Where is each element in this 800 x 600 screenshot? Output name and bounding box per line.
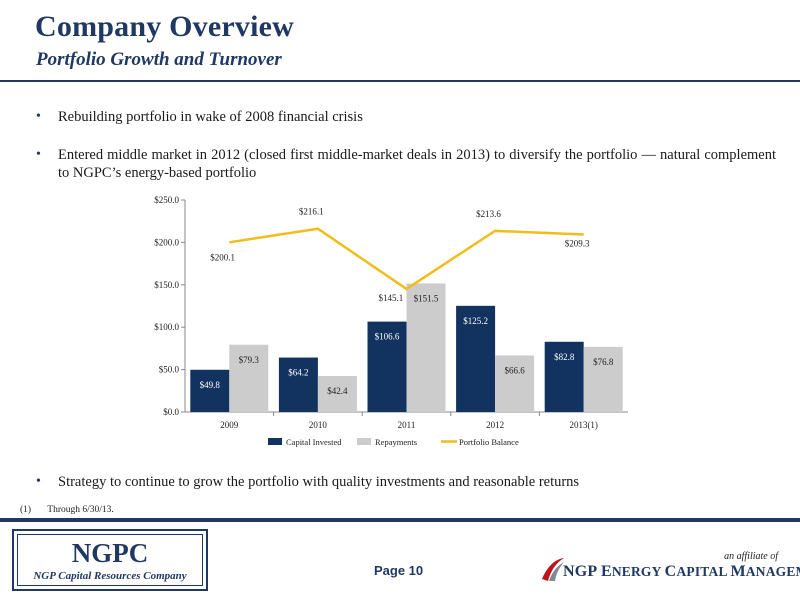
- bullet-item-2: • Entered middle market in 2012 (closed …: [36, 146, 776, 182]
- data-label-capital-invested-2012: $125.2: [463, 316, 488, 326]
- footer-divider: [0, 518, 800, 522]
- management-rest: ANAGEMENT: [745, 564, 800, 579]
- bullet-text: Strategy to continue to grow the portfol…: [58, 474, 580, 490]
- y-tick-label: $150.0: [154, 280, 179, 290]
- capital-rest: APITAL: [676, 564, 727, 579]
- header-divider: [0, 80, 800, 82]
- bar-repayments-2013(1): [583, 346, 623, 412]
- ngp-company-name: NGP ENERGY CAPITAL MANAGEMENT: [563, 563, 800, 581]
- footnote-marker: (1): [20, 505, 32, 515]
- ngp-word: NGP: [563, 563, 598, 580]
- bullet-icon: •: [36, 109, 41, 124]
- bullet-text: Rebuilding portfolio in wake of 2008 fin…: [58, 109, 363, 125]
- bullet-icon: •: [36, 474, 41, 489]
- y-tick-label: $50.0: [159, 365, 180, 375]
- data-label-repayments-2012: $66.6: [504, 366, 525, 376]
- data-label-capital-invested-2011: $106.6: [375, 332, 400, 342]
- data-label-repayments-2009: $79.3: [239, 355, 260, 365]
- bar-capital-invested-2013(1): [544, 341, 584, 412]
- bar-capital-invested-2012: [456, 305, 496, 412]
- bar-repayments-2012: [495, 355, 535, 412]
- affiliate-label: an affiliate of: [724, 551, 778, 562]
- page-subtitle: Portfolio Growth and Turnover: [36, 49, 282, 70]
- page-title: Company Overview: [35, 10, 295, 43]
- bar-capital-invested-2010: [278, 357, 318, 412]
- data-label-capital-invested-2010: $64.2: [288, 368, 308, 378]
- ngpc-logo: NGPC NGP Capital Resources Company: [12, 529, 208, 591]
- legend-label-capital-invested: Capital Invested: [286, 437, 342, 447]
- x-tick-label-2012: 2012: [486, 420, 504, 430]
- data-label-portfolio-balance-2010: $216.1: [299, 207, 324, 217]
- footnote-text: Through 6/30/13.: [47, 505, 114, 515]
- legend-swatch-capital-invested: [268, 438, 282, 445]
- x-tick-label-2013(1): 2013(1): [569, 420, 598, 430]
- data-label-portfolio-balance-2013(1): $209.3: [565, 239, 590, 249]
- data-label-repayments-2011: $151.5: [414, 294, 439, 304]
- portfolio-chart: $0.0 $50.0 $100.0 $150.0 $200.0 $250.0 $49.8 $7…: [154, 195, 628, 447]
- y-tick-label: $100.0: [154, 322, 179, 332]
- ngpc-logo-subtitle: NGP Capital Resources Company: [33, 570, 187, 582]
- bullet-icon: •: [36, 147, 41, 162]
- bullet-text: Entered middle market in 2012 (closed fi…: [58, 147, 776, 181]
- data-label-repayments-2013(1): $76.8: [593, 357, 614, 367]
- data-label-capital-invested-2009: $49.8: [200, 380, 221, 390]
- data-label-portfolio-balance-2009: $200.1: [210, 252, 235, 262]
- y-tick-label: $0.0: [163, 407, 179, 417]
- data-label-capital-invested-2013(1): $82.8: [554, 352, 575, 362]
- energy-initial: E: [600, 563, 612, 580]
- data-label-repayments-2010: $42.4: [327, 386, 348, 396]
- ngpc-logo-frame: NGPC NGP Capital Resources Company: [17, 534, 203, 586]
- bar-repayments-2011: [406, 283, 446, 412]
- capital-initial: C: [664, 563, 677, 580]
- x-tick-label-2010: 2010: [309, 420, 328, 430]
- ngpc-logo-text: NGPC: [71, 538, 149, 568]
- footnote: (1) Through 6/30/13.: [20, 505, 114, 515]
- bar-repayments-2010: [317, 376, 357, 412]
- x-tick-label-2009: 2009: [220, 420, 239, 430]
- ngp-swoosh-icon: [542, 558, 564, 581]
- y-tick-label: $200.0: [154, 237, 179, 247]
- energy-rest: NERGY: [611, 564, 662, 579]
- page-number: Page 10: [374, 563, 424, 578]
- bar-capital-invested-2009: [190, 369, 230, 412]
- y-tick-label: $250.0: [154, 195, 179, 205]
- x-tick-label-2011: 2011: [398, 420, 416, 430]
- legend-label-portfolio-balance: Portfolio Balance: [459, 437, 519, 447]
- bullet-item-1: • Rebuilding portfolio in wake of 2008 f…: [36, 108, 776, 126]
- legend-label-repayments: Repayments: [375, 437, 417, 447]
- bar-capital-invested-2011: [367, 321, 407, 412]
- bullet-item-3: • Strategy to continue to grow the portf…: [36, 473, 776, 491]
- bar-repayments-2009: [229, 344, 269, 412]
- line-portfolio-balance: [229, 227, 584, 291]
- data-label-portfolio-balance-2012: $213.6: [476, 209, 501, 219]
- management-initial: M: [730, 563, 746, 580]
- data-label-portfolio-balance-2011: $145.1: [379, 293, 404, 303]
- legend-swatch-repayments: [357, 438, 371, 445]
